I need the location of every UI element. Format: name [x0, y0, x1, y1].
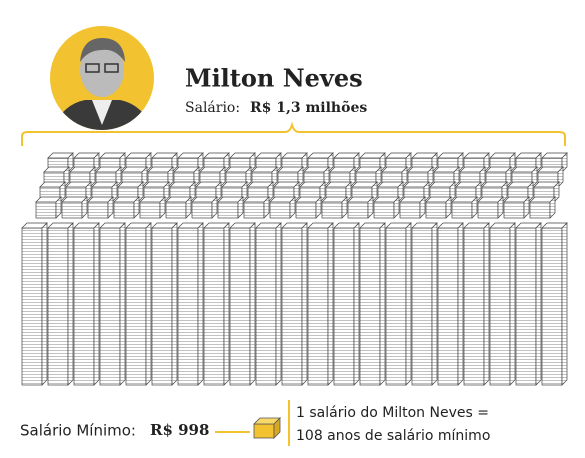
paper-stack	[185, 196, 192, 219]
paper-stack	[315, 196, 322, 219]
paper-stack	[405, 222, 412, 386]
paper-stack	[61, 201, 83, 219]
salary-value: R$ 1,3 milhões	[250, 99, 367, 116]
paper-stack	[217, 201, 239, 219]
paper-stack	[249, 222, 256, 386]
paper-stack	[333, 227, 355, 386]
paper-stack	[411, 227, 433, 386]
paper-stack	[307, 227, 329, 386]
paper-stack	[419, 196, 426, 219]
paper-stack	[549, 196, 556, 219]
paper-stack	[463, 227, 485, 386]
paper-stack	[243, 201, 265, 219]
paper-stack	[113, 201, 135, 219]
paper-stack	[471, 196, 478, 219]
paper-stack	[535, 222, 542, 386]
paper-stack	[229, 227, 251, 386]
paper-stack	[119, 222, 126, 386]
paper-stack	[93, 222, 100, 386]
paper-stack	[263, 196, 270, 219]
paper-stack	[21, 227, 43, 386]
paper-stack	[489, 227, 511, 386]
paper-stack	[437, 227, 459, 386]
paper-stack	[177, 227, 199, 386]
paper-stack	[99, 227, 121, 386]
paper-stack	[523, 196, 530, 219]
min-wage-value: R$ 998	[150, 421, 209, 439]
paper-stack	[171, 222, 178, 386]
min-wage-label: Salário Mínimo:	[20, 422, 136, 440]
paper-stack	[541, 227, 563, 386]
money-stacks	[21, 152, 568, 386]
bill-icon	[253, 417, 281, 439]
comparison-line-2: 108 anos de salário mínimo	[296, 428, 490, 444]
paper-stack	[477, 201, 499, 219]
paper-stack	[393, 196, 400, 219]
paper-stack	[211, 196, 218, 219]
paper-stack	[255, 227, 277, 386]
paper-stack	[223, 222, 230, 386]
paper-stack	[47, 227, 69, 386]
paper-stack	[87, 201, 109, 219]
comparison-line-1: 1 salário do Milton Neves =	[296, 405, 489, 421]
paper-stack	[55, 196, 62, 219]
paper-stack	[269, 201, 291, 219]
paper-stack	[367, 196, 374, 219]
paper-stack	[431, 222, 438, 386]
paper-stack	[359, 227, 381, 386]
paper-stack	[41, 222, 48, 386]
paper-stack	[373, 201, 395, 219]
paper-stack	[165, 201, 187, 219]
paper-stack	[145, 222, 152, 386]
paper-stack	[497, 196, 504, 219]
paper-stack	[561, 222, 568, 386]
paper-stack	[399, 201, 421, 219]
paper-stack	[385, 227, 407, 386]
paper-stack	[295, 201, 317, 219]
paper-stack	[445, 196, 452, 219]
paper-stack	[341, 196, 348, 219]
paper-stack	[379, 222, 386, 386]
paper-stack	[289, 196, 296, 219]
paper-stack	[281, 227, 303, 386]
paper-stack	[483, 222, 490, 386]
paper-stack	[125, 227, 147, 386]
paper-stack	[503, 201, 525, 219]
paper-stack	[457, 222, 464, 386]
paper-stack	[509, 222, 516, 386]
paper-stack	[107, 196, 114, 219]
bracket	[21, 121, 566, 146]
paper-stack	[133, 196, 140, 219]
portrait	[50, 26, 154, 130]
paper-stack	[301, 222, 308, 386]
salary-label: Salário:	[185, 100, 240, 116]
paper-stack	[451, 201, 473, 219]
person-name: Milton Neves	[185, 64, 363, 93]
paper-stack	[425, 201, 447, 219]
paper-stack	[237, 196, 244, 219]
paper-stack	[327, 222, 334, 386]
paper-stack	[203, 227, 225, 386]
paper-stack	[151, 227, 173, 386]
paper-stack	[73, 227, 95, 386]
paper-stack	[197, 222, 204, 386]
paper-stack	[67, 222, 74, 386]
paper-stack	[321, 201, 343, 219]
paper-stack	[139, 201, 161, 219]
paper-stack	[515, 227, 537, 386]
paper-stack	[81, 196, 88, 219]
paper-stack	[275, 222, 282, 386]
paper-stack	[529, 201, 551, 219]
paper-stack	[191, 201, 213, 219]
paper-stack	[353, 222, 360, 386]
paper-stack	[159, 196, 166, 219]
paper-stack	[347, 201, 369, 219]
paper-stack	[35, 201, 57, 219]
